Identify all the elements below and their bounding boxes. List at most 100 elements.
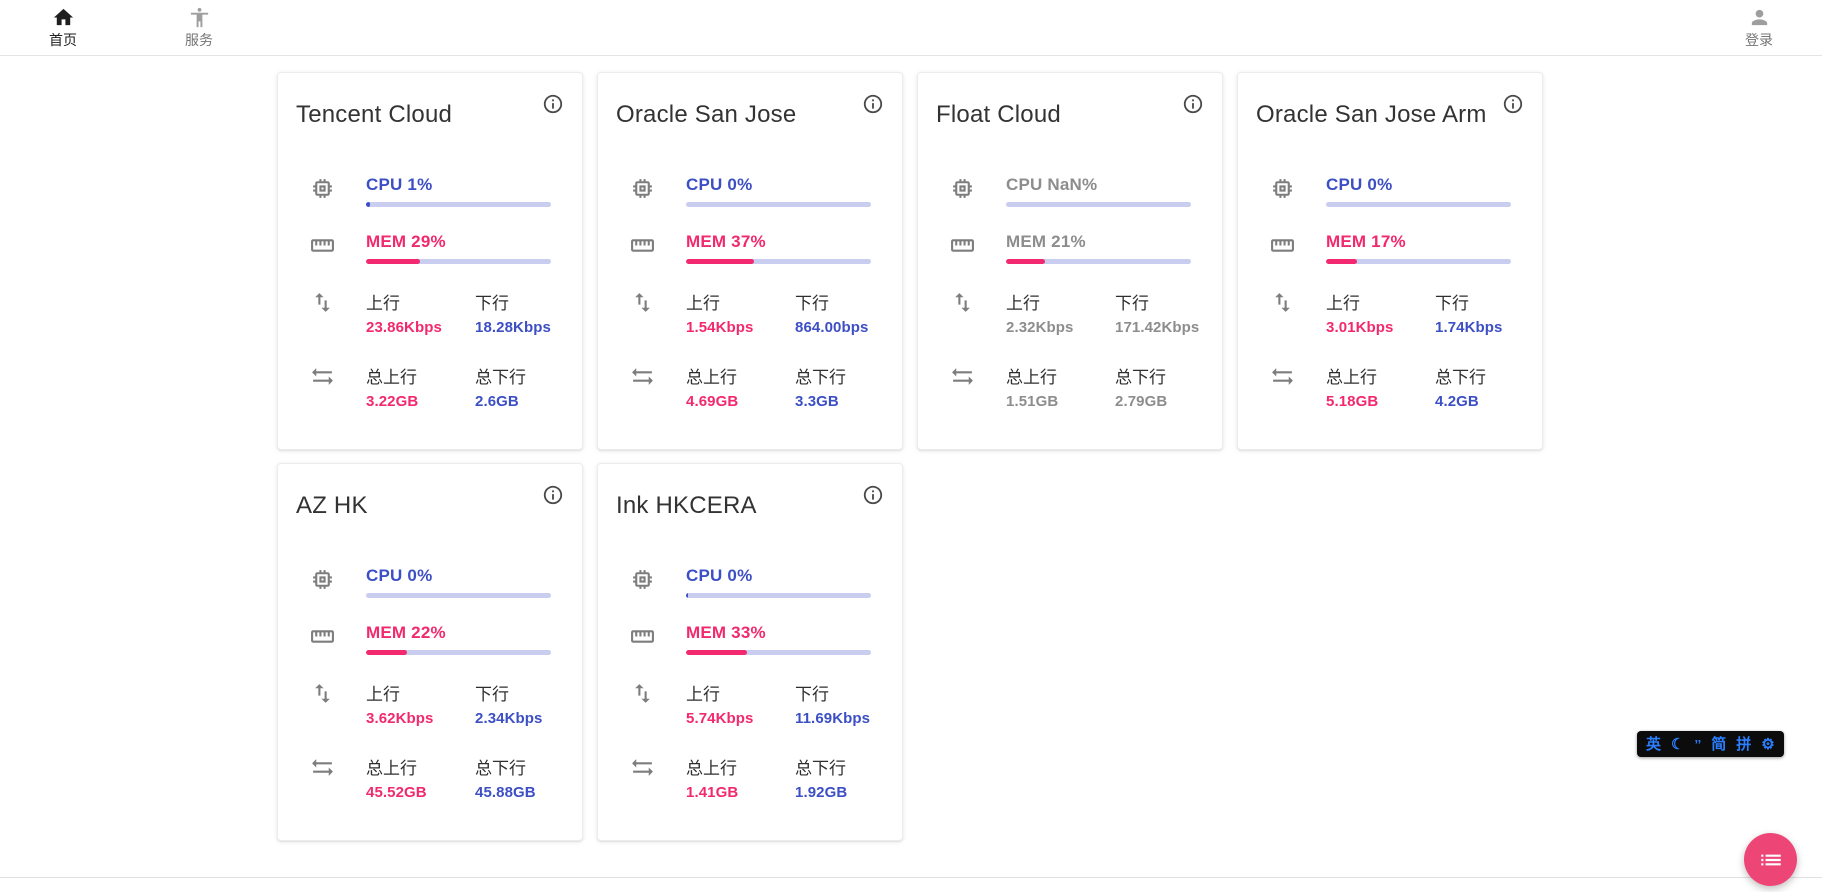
- nav-item-services[interactable]: 服务: [170, 6, 228, 50]
- mem-bar-track: [686, 259, 871, 264]
- cpu-chip-icon: [296, 175, 348, 207]
- person-icon: [1751, 9, 1767, 25]
- server-card-title: Oracle San Jose Arm: [1256, 101, 1487, 128]
- total-row: 总上行 4.69GB 总下行 3.3GB: [616, 363, 884, 410]
- upload-rate: 3.01Kbps: [1326, 319, 1394, 336]
- cpu-chip-icon: [296, 566, 348, 598]
- list-icon: [1760, 854, 1781, 865]
- cpu-label: CPU NaN%: [1006, 175, 1098, 194]
- server-card: AZ HK CPU 0% MEM 22%: [277, 463, 583, 841]
- swap-vertical-icon: [1256, 289, 1308, 336]
- ime-toolbar: 英 ☾ ’’ 简 拼 ⚙: [1637, 731, 1784, 757]
- mem-label: MEM 21%: [1006, 232, 1086, 251]
- swap-vertical-icon: [616, 680, 668, 727]
- server-card-title: Oracle San Jose: [616, 101, 797, 128]
- server-card-title: Tencent Cloud: [296, 101, 453, 128]
- mem-bar-fill: [686, 259, 755, 264]
- download-label: 下行: [795, 685, 829, 704]
- total-download-value: 2.79GB: [1115, 393, 1168, 410]
- total-download-label: 总下行: [1435, 368, 1486, 387]
- total-upload-value: 1.41GB: [686, 784, 739, 801]
- total-upload-value: 3.22GB: [366, 393, 419, 410]
- mem-row: MEM 29%: [296, 232, 564, 264]
- mem-bar-track: [366, 259, 551, 264]
- memory-ruler-icon: [1256, 232, 1308, 264]
- mem-bar-track: [686, 650, 871, 655]
- upload-label: 上行: [1006, 294, 1040, 313]
- rate-row: 上行 3.01Kbps 下行 1.74Kbps: [1256, 289, 1524, 336]
- appbar: 首页 服务 登录: [0, 0, 1822, 56]
- upload-label: 上行: [366, 294, 400, 313]
- server-info-button[interactable]: [542, 484, 566, 508]
- info-icon: [863, 485, 883, 505]
- ime-language-toggle[interactable]: 英: [1646, 735, 1662, 753]
- total-row: 总上行 45.52GB 总下行 45.88GB: [296, 754, 564, 801]
- ime-simplified-toggle[interactable]: 简: [1711, 735, 1727, 753]
- download-label: 下行: [795, 294, 829, 313]
- cpu-chip-icon: [936, 175, 988, 207]
- mem-row: MEM 21%: [936, 232, 1204, 264]
- memory-ruler-icon: [296, 232, 348, 264]
- total-upload-value: 5.18GB: [1326, 393, 1379, 410]
- rate-row: 上行 3.62Kbps 下行 2.34Kbps: [296, 680, 564, 727]
- server-info-button[interactable]: [1182, 93, 1206, 117]
- server-card-title: Float Cloud: [936, 101, 1061, 128]
- upload-rate: 23.86Kbps: [366, 319, 442, 336]
- footer-divider: [0, 877, 1822, 878]
- download-rate: 18.28Kbps: [475, 319, 551, 336]
- download-label: 下行: [475, 294, 509, 313]
- download-rate: 1.74Kbps: [1435, 319, 1503, 336]
- server-card-title: AZ HK: [296, 492, 368, 519]
- total-download-value: 3.3GB: [795, 393, 839, 410]
- upload-label: 上行: [366, 685, 400, 704]
- server-info-button[interactable]: [862, 93, 886, 117]
- rate-row: 上行 23.86Kbps 下行 18.28Kbps: [296, 289, 564, 336]
- ime-gear-icon[interactable]: ⚙: [1761, 735, 1775, 753]
- total-upload-value: 4.69GB: [686, 393, 739, 410]
- server-info-button[interactable]: [1502, 93, 1526, 117]
- upload-rate: 3.62Kbps: [366, 710, 434, 727]
- server-info-button[interactable]: [862, 484, 886, 508]
- mem-bar-fill: [366, 650, 407, 655]
- download-label: 下行: [475, 685, 509, 704]
- ime-punctuation-toggle[interactable]: ’’: [1694, 736, 1702, 752]
- cpu-row: CPU NaN%: [936, 175, 1204, 207]
- download-rate: 2.34Kbps: [475, 710, 543, 727]
- info-icon: [863, 94, 883, 114]
- mem-row: MEM 22%: [296, 623, 564, 655]
- accessibility-icon: [190, 7, 208, 27]
- swap-horizontal-icon: [1256, 363, 1308, 410]
- rate-row: 上行 5.74Kbps 下行 11.69Kbps: [616, 680, 884, 727]
- cpu-bar-fill: [366, 202, 370, 207]
- total-row: 总上行 1.41GB 总下行 1.92GB: [616, 754, 884, 801]
- server-info-button[interactable]: [542, 93, 566, 117]
- total-download-label: 总下行: [475, 759, 526, 778]
- server-list-fab[interactable]: [1744, 833, 1797, 886]
- nav-item-login[interactable]: 登录: [1730, 6, 1788, 50]
- total-download-label: 总下行: [795, 759, 846, 778]
- mem-bar-fill: [1006, 259, 1045, 264]
- cpu-label: CPU 0%: [686, 566, 753, 585]
- total-row: 总上行 5.18GB 总下行 4.2GB: [1256, 363, 1524, 410]
- total-row: 总上行 3.22GB 总下行 2.6GB: [296, 363, 564, 410]
- ime-moon-icon[interactable]: ☾: [1671, 735, 1685, 753]
- total-download-label: 总下行: [1115, 368, 1166, 387]
- upload-label: 上行: [686, 685, 720, 704]
- cpu-bar-track: [1006, 202, 1191, 207]
- total-download-value: 1.92GB: [795, 784, 848, 801]
- memory-ruler-icon: [936, 232, 988, 264]
- swap-horizontal-icon: [296, 363, 348, 410]
- swap-vertical-icon: [616, 289, 668, 336]
- cpu-chip-icon: [1256, 175, 1308, 207]
- ime-pinyin-toggle[interactable]: 拼: [1736, 735, 1752, 753]
- cpu-bar-track: [366, 593, 551, 598]
- nav-item-home[interactable]: 首页: [34, 6, 92, 50]
- mem-bar-fill: [1326, 259, 1358, 264]
- cpu-label: CPU 0%: [686, 175, 753, 194]
- info-icon: [1503, 94, 1523, 114]
- total-upload-label: 总上行: [686, 368, 737, 387]
- nav-services-label: 服务: [185, 31, 213, 48]
- swap-vertical-icon: [296, 680, 348, 727]
- mem-bar-track: [366, 650, 551, 655]
- server-card-title: Ink HKCERA: [616, 492, 757, 519]
